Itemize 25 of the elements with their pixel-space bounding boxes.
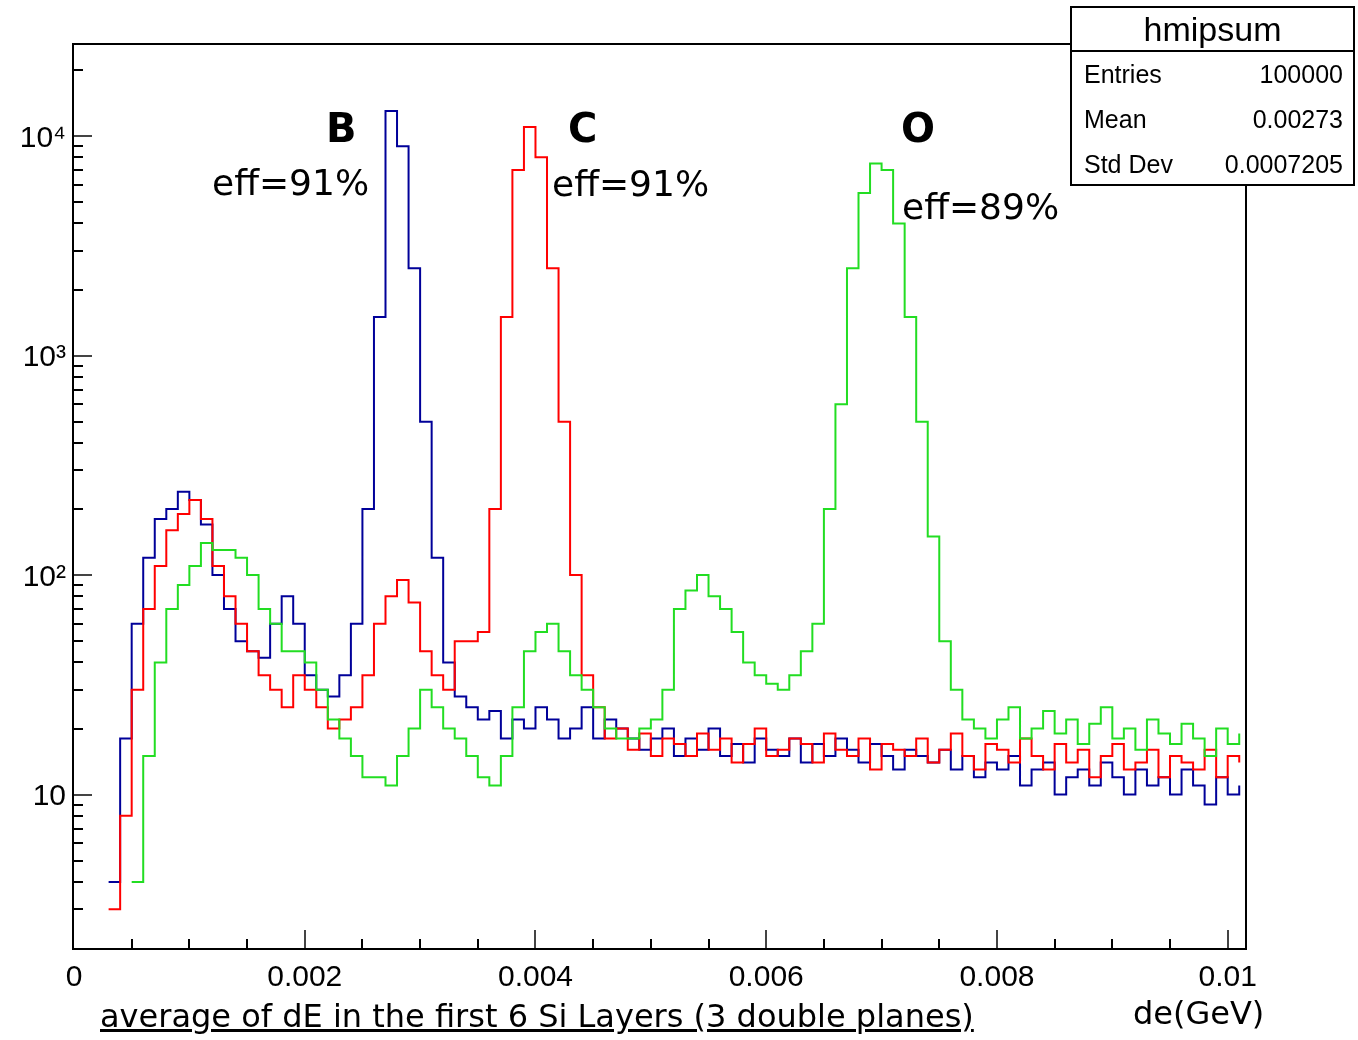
annotation: Mean <box>1084 104 1147 135</box>
annotation: eff=91% <box>552 163 710 204</box>
y-tick-label: 10³ <box>22 339 67 373</box>
x-tick-label: 0.008 <box>959 959 1035 992</box>
x-tick-label: 0.006 <box>728 959 804 992</box>
x-tick-label: 0.004 <box>497 959 574 992</box>
x-tick-label: 0.01 <box>1198 959 1257 992</box>
text: 0.00273 <box>1252 104 1343 135</box>
x-tick-label: 0.002 <box>267 959 343 992</box>
annotation: eff=91% <box>212 162 370 203</box>
chart-title: hmipsum <box>1072 8 1353 52</box>
y-tick-label: 10⁴ <box>19 119 66 153</box>
text: average of dE in the first 6 Si Layers (3 double planes) <box>100 996 974 1036</box>
annotation: O <box>901 105 936 151</box>
x-tick-label: 0 <box>65 959 83 992</box>
annotation: Std Dev <box>1084 149 1173 180</box>
annotation: B <box>326 105 357 151</box>
y-tick-label: 10 <box>32 778 66 812</box>
y-tick-label: 10² <box>22 558 67 592</box>
annotation: 0.0007205 <box>1224 149 1343 180</box>
annotation: C <box>568 105 598 151</box>
text: 100000 <box>1259 59 1343 90</box>
annotation: eff=89% <box>902 186 1060 227</box>
annotation: Entries <box>1084 59 1162 90</box>
x-axis-title: de(GeV) <box>1133 994 1265 1032</box>
